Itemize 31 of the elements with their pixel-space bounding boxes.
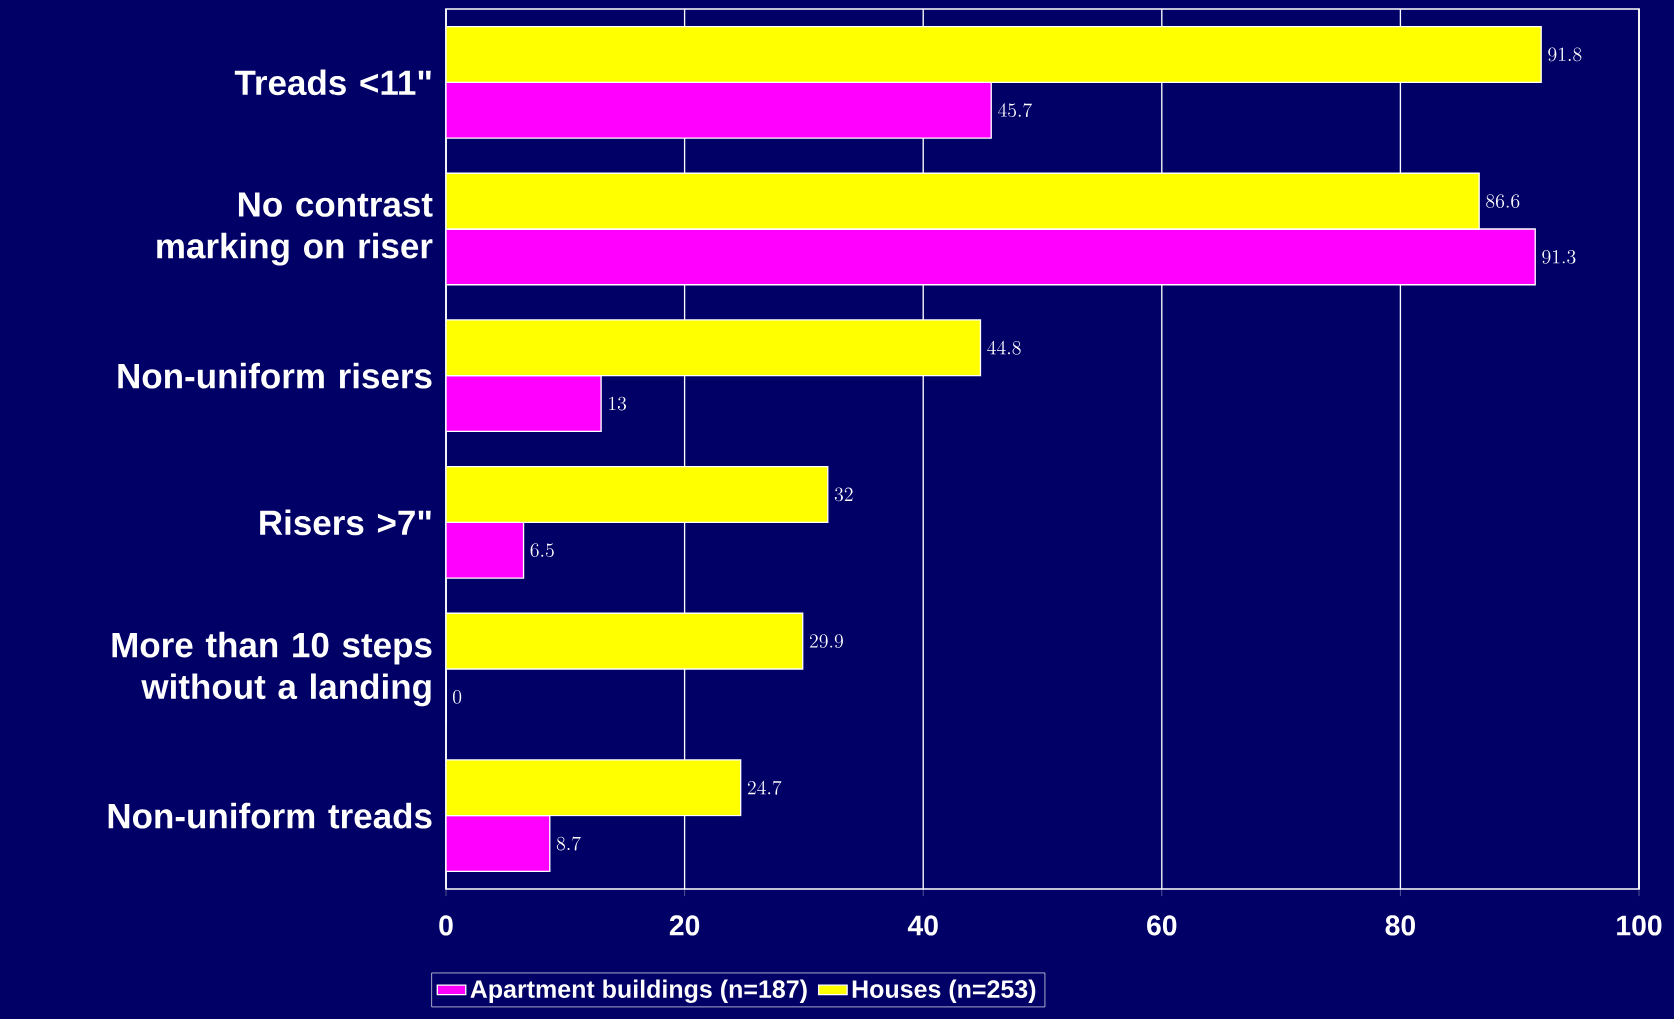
- data-label: 6.5: [530, 543, 554, 558]
- data-label: 91 .8: [1548, 47, 1582, 62]
- data-label: 13: [609, 396, 627, 411]
- bar: [446, 81, 992, 139]
- y-tick-label: Treads <11": [234, 69, 431, 96]
- data-label: 45.7: [997, 103, 1032, 118]
- bar: [446, 375, 602, 433]
- data-label: 8.7: [556, 836, 581, 851]
- legend-label: Apartment buildings (n=187): [470, 979, 807, 1004]
- bar: [446, 521, 525, 579]
- data-label: 86.6: [1486, 194, 1520, 209]
- x-tick-label: 100: [1617, 915, 1662, 936]
- data-label: 91 .3: [1542, 250, 1576, 264]
- bar: [446, 815, 551, 873]
- data-label: 24.7: [747, 780, 782, 795]
- y-tick-label: Risers >7": [260, 509, 431, 536]
- x-tick-label: 80: [1385, 915, 1415, 936]
- data-label: 29.9: [809, 634, 843, 649]
- y-tick-label: More than 10 steps without a landing: [112, 631, 432, 707]
- bar: [446, 228, 1536, 286]
- y-tick-label: Non-uniform risers: [118, 362, 432, 389]
- x-tick-label: 60: [1147, 915, 1177, 936]
- x-tick-label: 40: [907, 915, 938, 936]
- data-label: 44.8: [987, 340, 1021, 355]
- x-tick-label: 20: [669, 915, 700, 936]
- y-tick-label: No contrast marking on riser: [157, 192, 433, 266]
- data-label: 32: [834, 487, 853, 502]
- legend-label: Houses (n=253): [852, 979, 1036, 1003]
- x-tick-label: 0: [439, 915, 453, 936]
- data-label: 0: [453, 690, 462, 704]
- y-tick-label: Non-uniform treads: [108, 802, 432, 829]
